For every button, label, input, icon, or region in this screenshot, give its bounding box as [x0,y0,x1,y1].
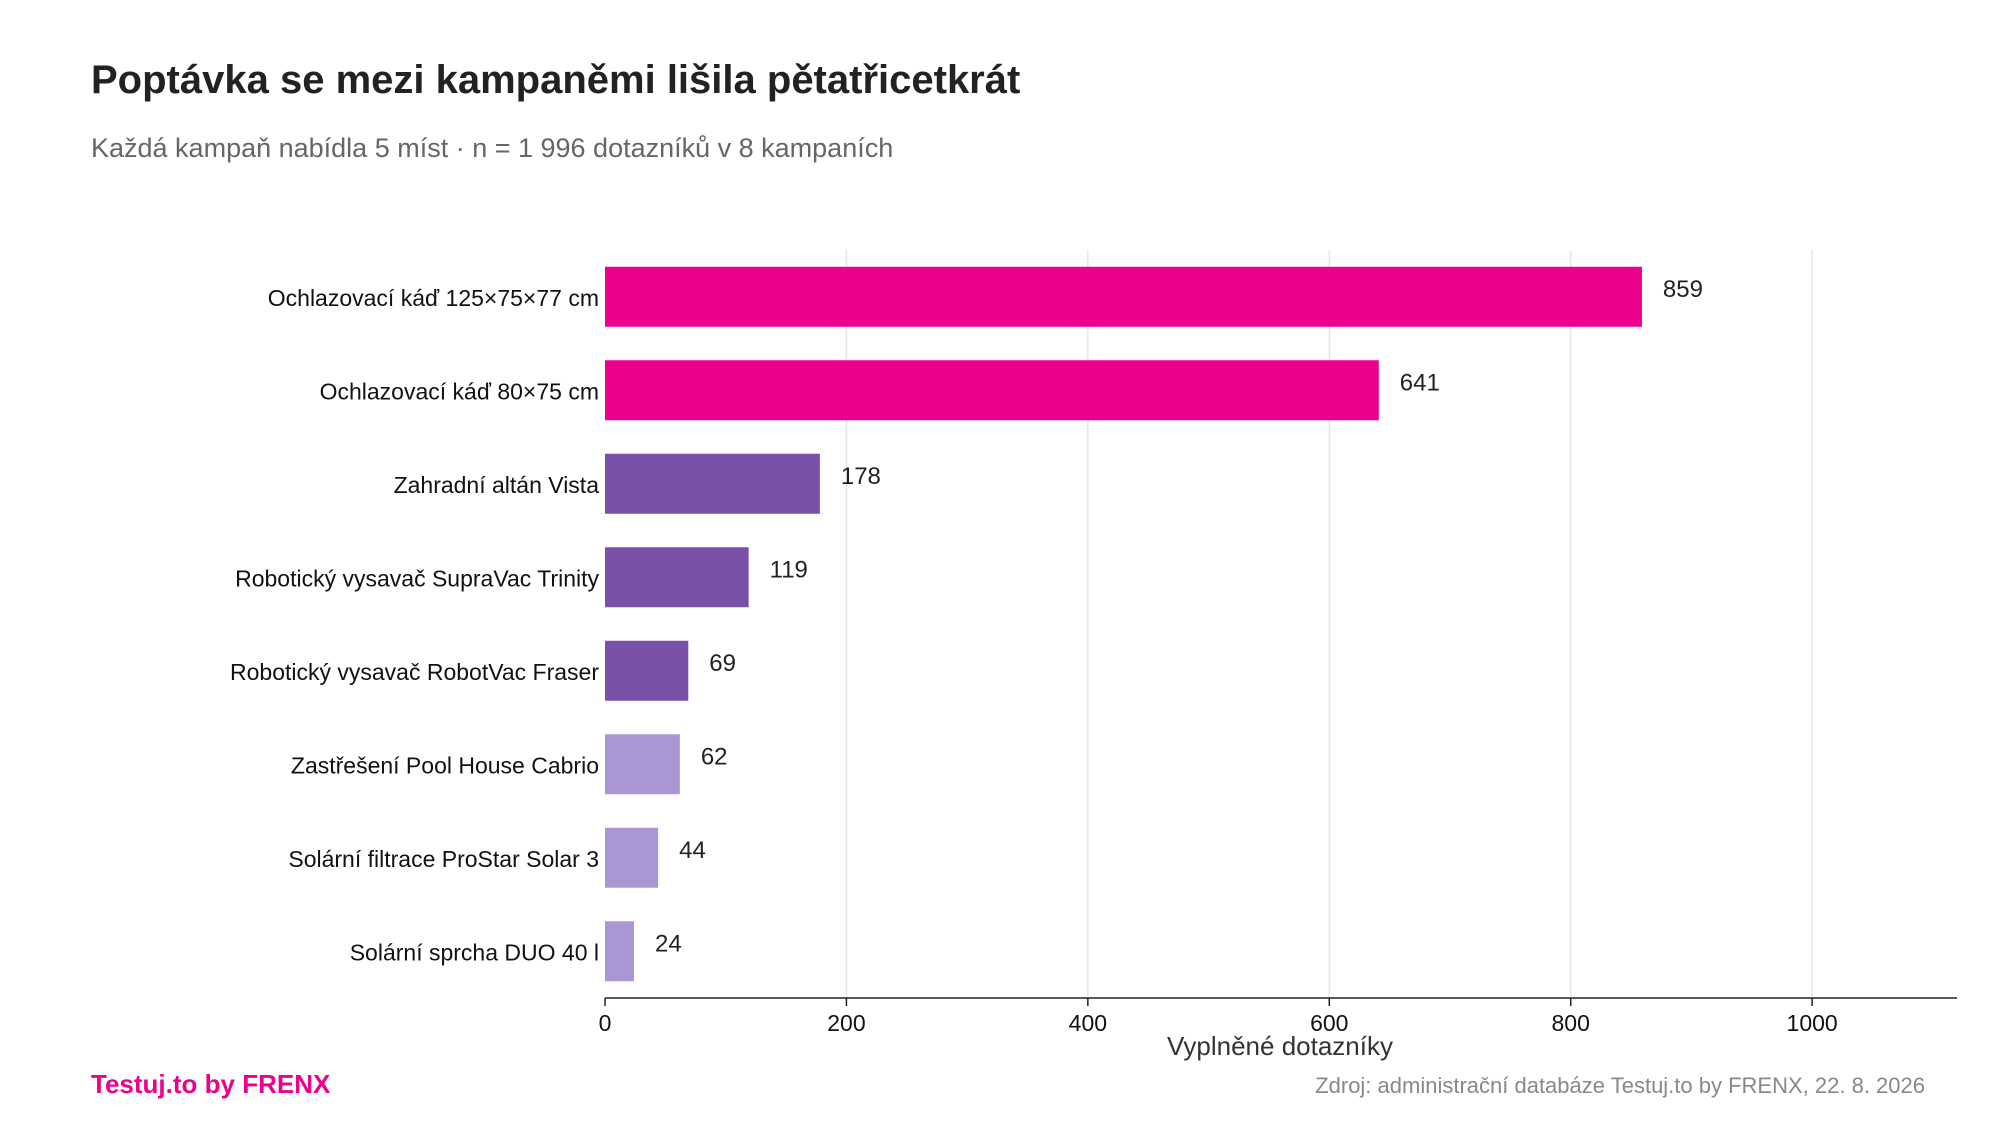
bar-5 [605,734,680,795]
x-axis-ticks: 0 200 400 600 800 1000 [599,998,1838,1036]
value-label-1: 641 [1400,369,1440,396]
value-label-0: 859 [1663,276,1703,303]
bar-0 [605,266,1642,327]
x-tick-label-1: 200 [827,1010,865,1036]
x-tick-label-0: 0 [599,1010,612,1036]
x-axis-title: Vyplněné dotazníky [1167,1031,1393,1061]
category-label-2: Zahradní altán Vista [394,472,600,498]
x-tick-label-2: 400 [1069,1010,1107,1036]
category-label-3: Robotický vysavač SupraVac Trinity [235,565,599,591]
bar-3 [605,547,749,608]
value-label-3: 119 [770,556,808,583]
x-tick-label-4: 800 [1552,1010,1590,1036]
category-label-5: Zastřešení Pool House Cabrio [291,752,599,778]
value-label-5: 62 [701,743,728,770]
bar-4 [605,640,689,701]
value-labels: 859 641 178 119 69 62 44 24 [655,276,1703,958]
category-label-0: Ochlazovací káď 125×75×77 cm [268,285,599,311]
chart-title: Poptávka se mezi kampaněmi lišila pětatř… [91,58,1020,102]
value-label-6: 44 [679,837,706,864]
category-label-4: Robotický vysavač RobotVac Fraser [230,659,599,685]
value-label-4: 69 [709,650,736,677]
value-label-7: 24 [655,930,682,957]
category-label-6: Solární filtrace ProStar Solar 3 [288,846,599,872]
brand-logo-text: Testuj.to by FRENX [91,1069,331,1099]
bars [605,266,1642,982]
source-note: Zdroj: administrační databáze Testuj.to … [1315,1073,1925,1098]
chart-subtitle: Každá kampaň nabídla 5 míst · n = 1 996 … [91,133,893,163]
bar-6 [605,827,659,888]
bar-7 [605,921,634,982]
bar-2 [605,453,820,514]
x-tick-label-5: 1000 [1787,1010,1838,1036]
category-label-1: Ochlazovací káď 80×75 cm [320,378,599,404]
category-labels: Ochlazovací káď 125×75×77 cm Ochlazovací … [230,285,599,966]
category-label-7: Solární sprcha DUO 40 l [350,939,599,965]
bar-1 [605,360,1379,421]
value-label-2: 178 [841,463,881,490]
x-tick-label-3: 600 [1310,1010,1348,1036]
